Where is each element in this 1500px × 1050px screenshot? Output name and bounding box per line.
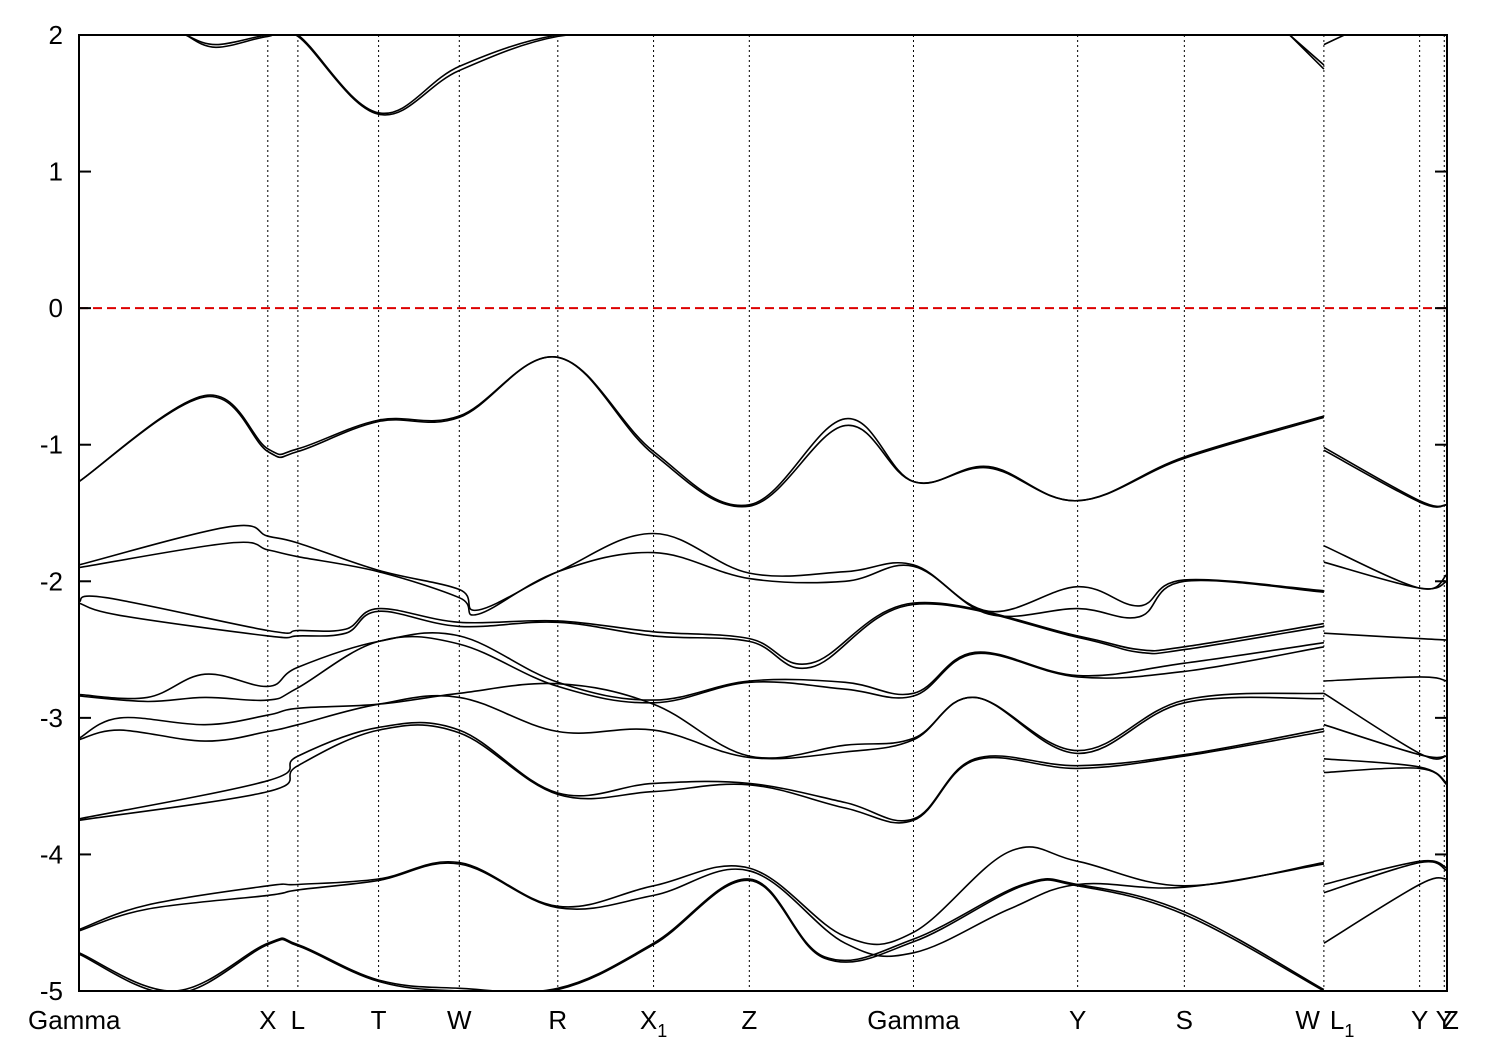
band-line (79, 879, 1325, 991)
kpoint-label: Gamma (867, 1005, 960, 1035)
y-tick-label: -4 (40, 839, 63, 869)
band-line (1289, 35, 1325, 70)
band-line (79, 541, 1324, 619)
band-line (1323, 561, 1447, 590)
kpoint-label: L (291, 1005, 305, 1035)
y-tick-label: 2 (49, 20, 63, 50)
y-tick-label: -3 (40, 703, 63, 733)
kpoint-label-subscript: 1 (1344, 1021, 1354, 1041)
band-line (79, 524, 1324, 613)
y-tick-label: 0 (49, 293, 63, 323)
band-line (1323, 860, 1447, 894)
band-line (79, 878, 1325, 991)
band-line (79, 721, 1325, 822)
band-line (1323, 449, 1447, 508)
y-tick-label: 1 (49, 157, 63, 187)
band-line (79, 846, 1325, 946)
band-line (79, 862, 1325, 958)
band-line (185, 35, 654, 116)
kpoint-label: T (371, 1005, 387, 1035)
plot-frame (78, 34, 1448, 992)
band-line (1323, 876, 1447, 944)
kpoint-separators (267, 35, 1445, 991)
kpoint-label: W (1295, 1005, 1320, 1035)
kpoint-label: Y (1069, 1005, 1086, 1035)
band-line (1323, 767, 1447, 786)
band-line (1323, 859, 1447, 886)
kpoint-label: Y (1436, 1005, 1453, 1035)
kpoint-label: Z (1443, 1005, 1459, 1035)
kpoint-label: X (259, 1005, 276, 1035)
y-tick-label: -5 (40, 976, 63, 1006)
band-line (1323, 692, 1447, 760)
band-line (79, 635, 1325, 704)
kpoint-label: W (447, 1005, 472, 1035)
y-tick-label: -2 (40, 566, 63, 596)
band-line (79, 682, 1324, 759)
y-axis-ticks: -5 -4 -3 -2 -1 0 1 2 (40, 20, 1447, 1006)
kpoint-label-subscript: 1 (657, 1021, 667, 1041)
band-line (79, 602, 1325, 670)
band-line (1323, 632, 1447, 641)
y-tick-label: -1 (40, 430, 63, 460)
kpoint-label: Z (741, 1005, 757, 1035)
band-line (1323, 676, 1447, 682)
band-line (79, 356, 1325, 508)
kpoint-label: Gamma (28, 1005, 121, 1035)
kpoint-label: R (548, 1005, 567, 1035)
band-line (79, 694, 1324, 760)
band-line (79, 595, 1325, 666)
kpoint-label: S (1176, 1005, 1193, 1035)
kpoint-label: Y (1411, 1005, 1428, 1035)
band-line (79, 724, 1325, 824)
